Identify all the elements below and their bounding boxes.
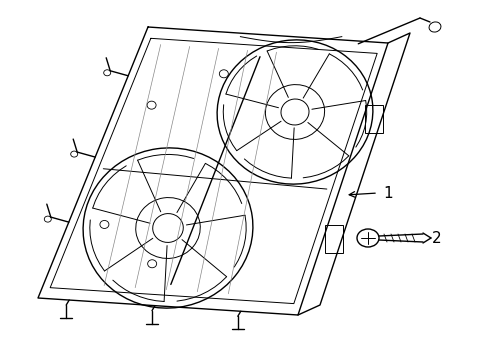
Bar bbox=[364, 105, 382, 133]
Bar bbox=[325, 225, 343, 253]
Text: 1: 1 bbox=[382, 185, 392, 201]
Text: 2: 2 bbox=[431, 230, 441, 246]
